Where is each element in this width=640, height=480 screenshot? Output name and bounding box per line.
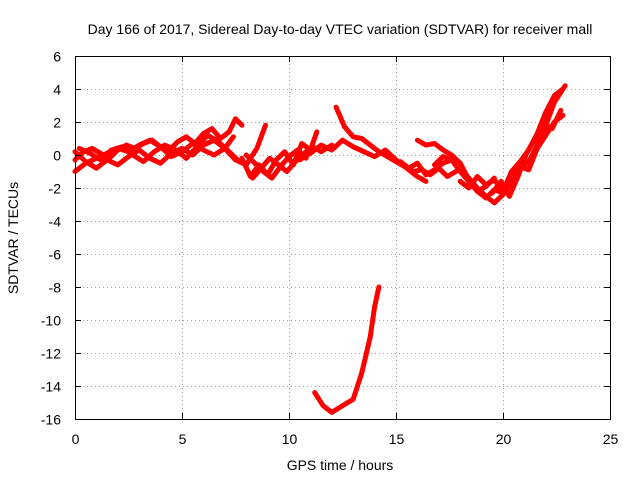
series-line-track-6 bbox=[243, 147, 309, 181]
y-tick-label: -10 bbox=[41, 313, 61, 329]
x-tick-label: 0 bbox=[72, 431, 80, 447]
series-line-track-4 bbox=[76, 132, 241, 165]
series-line-track-13 bbox=[457, 86, 566, 194]
series-line-track-5 bbox=[239, 129, 320, 179]
series-line-track-12 bbox=[432, 83, 568, 206]
series-line-track-8 bbox=[297, 137, 429, 184]
grid bbox=[75, 56, 610, 419]
data-series bbox=[72, 83, 568, 415]
y-tick-label: -6 bbox=[49, 247, 62, 263]
x-tick-label: 15 bbox=[389, 431, 405, 447]
y-tick-label: -8 bbox=[49, 280, 62, 296]
y-tick-label: 0 bbox=[53, 148, 61, 164]
y-axis-label: SDTVAR / TECUs bbox=[5, 182, 21, 294]
y-tick-label: -14 bbox=[41, 379, 61, 395]
y-axis-tick-labels: 6 4 2 0 -2 -4 -6 -8 -10 -12 -14 -16 bbox=[41, 49, 61, 428]
series-line-track-2 bbox=[72, 134, 236, 171]
y-tick-label: -12 bbox=[41, 346, 61, 362]
y-tick-label: -4 bbox=[49, 214, 62, 230]
x-tick-label: 10 bbox=[282, 431, 298, 447]
y-tick-label: 2 bbox=[53, 115, 61, 131]
x-tick-label: 5 bbox=[179, 431, 187, 447]
axis-ticks bbox=[75, 56, 611, 420]
series-line-track-14 bbox=[489, 107, 564, 199]
y-tick-label: -2 bbox=[49, 181, 62, 197]
series-line-track-15 bbox=[312, 284, 382, 415]
plot-frame bbox=[75, 56, 611, 420]
x-tick-label: 25 bbox=[603, 431, 619, 447]
y-tick-label: -16 bbox=[41, 412, 61, 428]
y-tick-label: 6 bbox=[53, 49, 61, 65]
x-tick-label: 20 bbox=[496, 431, 512, 447]
chart-title: Day 166 of 2017, Sidereal Day-to-day VTE… bbox=[88, 21, 593, 37]
x-axis-label: GPS time / hours bbox=[287, 457, 394, 473]
x-axis-tick-labels: 0 5 10 15 20 25 bbox=[72, 431, 619, 447]
y-tick-label: 4 bbox=[53, 82, 61, 98]
